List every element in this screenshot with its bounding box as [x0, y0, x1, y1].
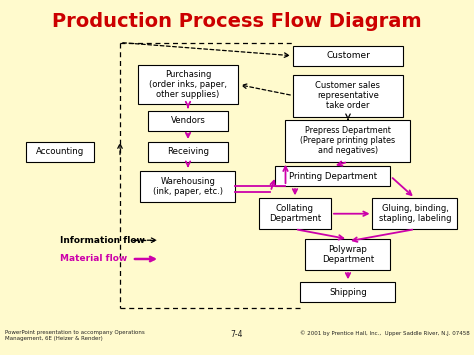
Text: PowerPoint presentation to accompany Operations
Management, 6E (Heizer & Render): PowerPoint presentation to accompany Ope… — [5, 330, 145, 341]
Text: Material flow: Material flow — [60, 255, 127, 263]
FancyBboxPatch shape — [306, 239, 391, 270]
Text: Shipping: Shipping — [329, 288, 367, 297]
Text: Information flow: Information flow — [60, 236, 145, 245]
FancyBboxPatch shape — [140, 171, 236, 202]
Text: Customer: Customer — [326, 51, 370, 60]
Text: Polywrap
Department: Polywrap Department — [322, 245, 374, 264]
Text: Collating
Department: Collating Department — [269, 204, 321, 223]
FancyBboxPatch shape — [293, 75, 403, 116]
Text: Printing Department: Printing Department — [289, 172, 377, 181]
Text: Vendors: Vendors — [171, 116, 205, 125]
FancyBboxPatch shape — [373, 198, 457, 229]
Text: 7-4: 7-4 — [231, 330, 243, 339]
Text: Receiving: Receiving — [167, 147, 209, 156]
FancyBboxPatch shape — [26, 142, 94, 162]
Text: Gluing, binding,
stapling, labeling: Gluing, binding, stapling, labeling — [379, 204, 451, 223]
Text: Accounting: Accounting — [36, 147, 84, 156]
FancyBboxPatch shape — [259, 198, 331, 229]
FancyBboxPatch shape — [148, 142, 228, 162]
Text: Warehousing
(ink, paper, etc.): Warehousing (ink, paper, etc.) — [153, 176, 223, 196]
FancyBboxPatch shape — [301, 282, 395, 302]
Text: © 2001 by Prentice Hall, Inc.,  Upper Saddle River, N.J. 07458: © 2001 by Prentice Hall, Inc., Upper Sad… — [300, 330, 469, 336]
FancyBboxPatch shape — [138, 65, 238, 104]
Text: Purchasing
(order inks, paper,
other supplies): Purchasing (order inks, paper, other sup… — [149, 70, 227, 99]
Text: Production Process Flow Diagram: Production Process Flow Diagram — [52, 12, 422, 32]
FancyBboxPatch shape — [285, 120, 410, 162]
Text: Customer sales
representative
take order: Customer sales representative take order — [316, 81, 381, 110]
Text: Prepress Department
(Prepare printing plates
and negatives): Prepress Department (Prepare printing pl… — [301, 126, 396, 155]
FancyBboxPatch shape — [275, 166, 391, 186]
FancyBboxPatch shape — [148, 111, 228, 131]
FancyBboxPatch shape — [293, 46, 403, 66]
